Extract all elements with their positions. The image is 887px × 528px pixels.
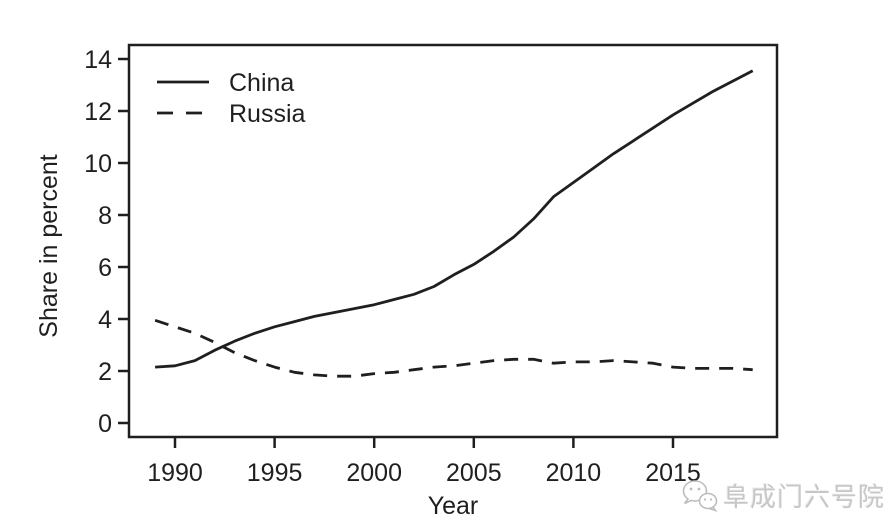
plot-frame (127, 43, 779, 439)
x-tick-label: 2000 (346, 459, 402, 487)
y-tick-label: 14 (84, 46, 112, 74)
x-tick-label: 2010 (546, 459, 602, 487)
y-tick-label: 6 (98, 254, 112, 282)
x-tick-label: 2005 (446, 459, 502, 487)
legend-label-china: China (229, 69, 294, 97)
y-tick-label: 8 (98, 202, 112, 230)
series-line-china (155, 69, 754, 369)
y-tick-label: 4 (98, 306, 112, 334)
x-tick-label: 1990 (147, 459, 203, 487)
x-tick-label: 1995 (247, 459, 303, 487)
y-tick-label: 2 (98, 358, 112, 386)
legend-label-russia: Russia (229, 100, 306, 128)
series-line-russia (154, 318, 753, 378)
y-axis-title: Share in percent (35, 154, 63, 338)
y-tick-label: 12 (84, 98, 112, 126)
x-axis-title: Year (428, 492, 479, 520)
y-tick-label: 0 (98, 410, 112, 438)
y-tick-label: 10 (84, 150, 112, 178)
x-tick-label: 2015 (645, 459, 701, 487)
